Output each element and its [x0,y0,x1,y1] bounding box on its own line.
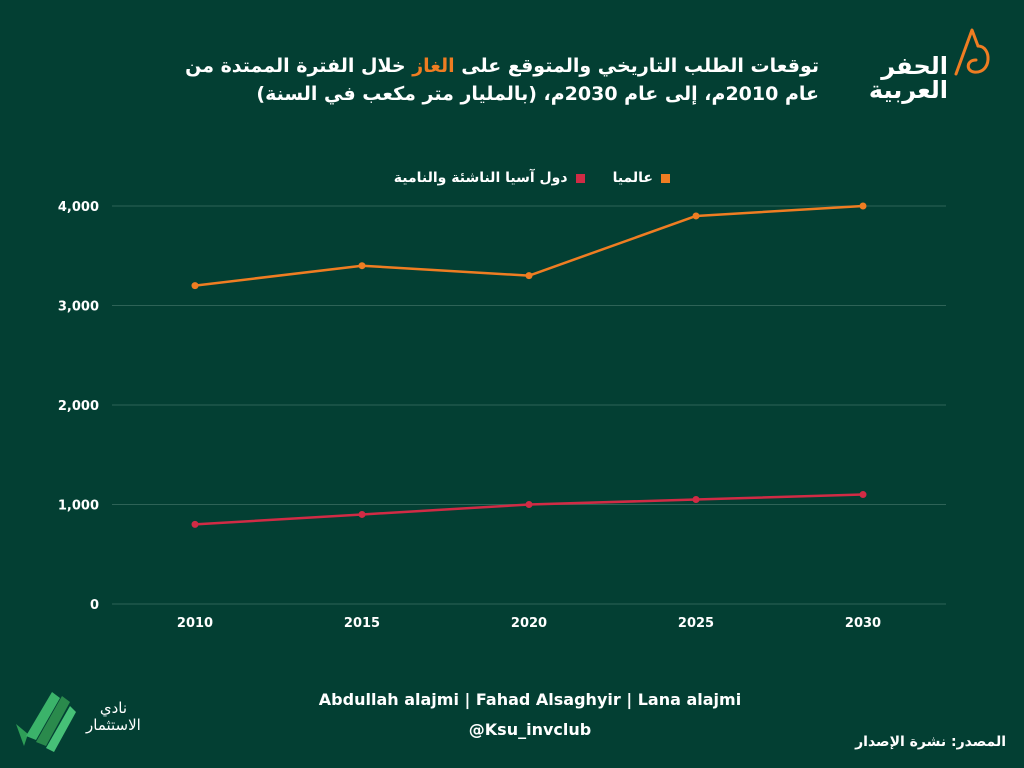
brand-logo-line-2: العربية [868,76,948,104]
y-tick-label: 2,000 [58,399,99,414]
data-point-1 [358,510,366,518]
authors-credit: Abdullah alajmi | Fahad Alsaghyir | Lana… [318,690,742,709]
club-name: نادي الاستثمار [86,700,141,734]
legend-label-asia: دول آسيا الناشئة والنامية [393,170,568,186]
legend-item-asia: دول آسيا الناشئة والنامية [394,170,585,186]
data-point-1 [191,520,199,528]
y-tick-label: 4,000 [58,200,99,215]
brand-logo-text: الحفر العربية [869,54,948,102]
brand-logo-line-1: الحفر [881,52,948,80]
data-point-0 [525,272,533,280]
data-point-1 [859,491,867,499]
legend-item-world: عالميا [613,170,670,186]
brand-logo: الحفر العربية [856,14,1006,102]
data-point-0 [191,282,199,290]
y-tick-label: 0 [90,598,99,613]
title-accent: الغاز [412,55,455,77]
y-tick-label: 1,000 [58,499,99,514]
series-line-1 [194,493,864,526]
x-tick-label: 2020 [511,616,547,631]
data-point-1 [525,501,533,508]
club-logo: نادي الاستثمار [12,676,142,756]
data-point-0 [859,202,867,210]
data-point-1 [692,496,700,504]
chart-legend: عالميا دول آسيا الناشئة والنامية [370,170,670,186]
legend-swatch-asia [575,173,585,183]
club-mark-icon [16,692,76,752]
x-tick-label: 2015 [344,616,380,631]
club-name-line-1: نادي [99,699,127,717]
legend-swatch-world [661,173,670,183]
data-point-0 [692,212,700,220]
source-note: المصدر: نشرة الإصدار [855,734,1006,750]
brand-mark-icon [954,28,990,76]
title-part-2: خلال الفترة الممتدة من عام 2010م، إلى عا… [185,55,819,105]
y-tick-label: 3,000 [58,300,99,315]
legend-label-world: عالميا [612,170,653,186]
x-tick-label: 2010 [177,616,213,631]
social-handle: @Ksu_invclub [468,720,592,739]
title-part-1: توقعات الطلب التاريخي والمتوقع على [461,55,819,77]
chart-title: توقعات الطلب التاريخي والمتوقع على الغاز… [179,52,819,108]
club-name-line-2: الاستثمار [86,716,141,734]
x-tick-label: 2025 [678,616,714,631]
x-tick-label: 2030 [845,616,881,631]
data-point-0 [358,262,366,270]
